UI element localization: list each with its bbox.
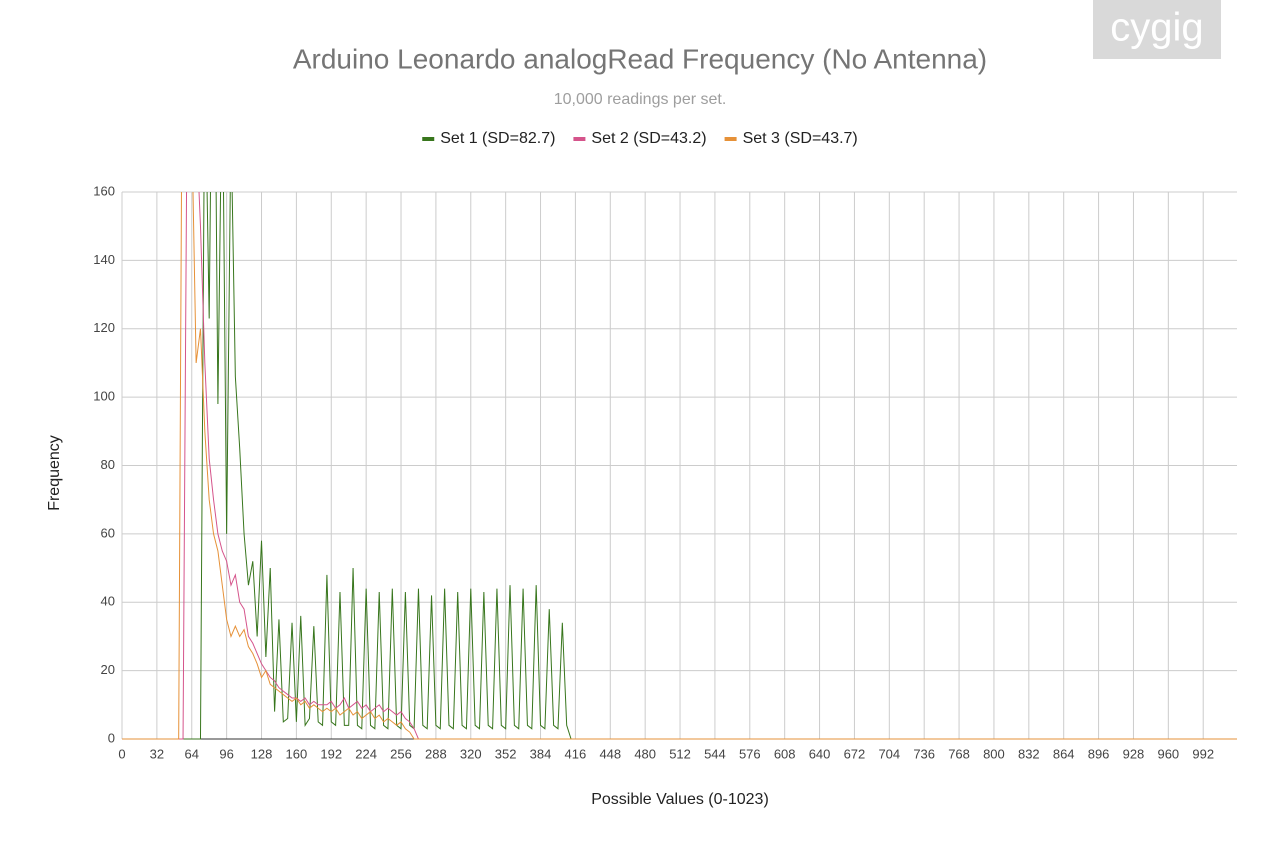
y-tick-label: 0 [108, 730, 115, 745]
x-tick-label: 704 [878, 746, 900, 761]
series-line [122, 192, 1237, 740]
chart-title: Arduino Leonardo analogRead Frequency (N… [293, 43, 987, 74]
x-tick-label: 608 [774, 746, 796, 761]
series-line [122, 192, 1237, 740]
x-tick-label: 0 [118, 746, 125, 761]
x-tick-label: 480 [634, 746, 656, 761]
y-tick-label: 160 [93, 183, 115, 198]
series-line [122, 192, 1237, 740]
y-tick-label: 40 [101, 594, 115, 609]
y-tick-label: 20 [101, 662, 115, 677]
y-axis-label: Frequency [46, 435, 63, 511]
legend-label: Set 1 (SD=82.7) [440, 130, 555, 147]
x-tick-label: 384 [530, 746, 552, 761]
x-tick-label: 288 [425, 746, 447, 761]
x-tick-label: 160 [286, 746, 308, 761]
x-tick-label: 192 [320, 746, 342, 761]
x-tick-label: 832 [1018, 746, 1040, 761]
y-tick-label: 120 [93, 320, 115, 335]
x-tick-label: 864 [1053, 746, 1075, 761]
x-tick-label: 256 [390, 746, 412, 761]
x-tick-label: 672 [844, 746, 866, 761]
x-tick-label: 96 [219, 746, 233, 761]
legend-label: Set 3 (SD=43.7) [743, 130, 858, 147]
x-tick-label: 992 [1192, 746, 1214, 761]
x-axis-label: Possible Values (0-1023) [591, 791, 769, 808]
legend-label: Set 2 (SD=43.2) [591, 130, 706, 147]
x-tick-label: 800 [983, 746, 1005, 761]
x-tick-label: 896 [1088, 746, 1110, 761]
y-tick-label: 100 [93, 389, 115, 404]
x-tick-label: 352 [495, 746, 517, 761]
x-tick-label: 64 [185, 746, 199, 761]
watermark: cygig [1110, 6, 1203, 50]
legend-swatch [573, 137, 586, 141]
x-tick-label: 768 [948, 746, 970, 761]
legend-swatch [724, 137, 737, 141]
x-tick-label: 576 [739, 746, 761, 761]
x-tick-label: 128 [251, 746, 273, 761]
x-tick-label: 224 [355, 746, 377, 761]
x-tick-label: 736 [913, 746, 935, 761]
x-tick-label: 320 [460, 746, 482, 761]
x-tick-label: 448 [599, 746, 621, 761]
x-tick-label: 544 [704, 746, 726, 761]
y-tick-label: 60 [101, 525, 115, 540]
y-tick-label: 80 [101, 457, 115, 472]
x-tick-label: 512 [669, 746, 691, 761]
legend: Set 1 (SD=82.7) Set 2 (SD=43.2) Set 3 (SD=… [422, 130, 858, 147]
watermark-box [1093, 0, 1221, 59]
chart-subtitle: 10,000 readings per set. [554, 91, 727, 108]
x-tick-label: 640 [809, 746, 831, 761]
y-tick-label: 140 [93, 252, 115, 267]
x-tick-label: 960 [1157, 746, 1179, 761]
legend-swatch [422, 137, 435, 141]
x-tick-label: 928 [1123, 746, 1145, 761]
x-tick-label: 32 [150, 746, 164, 761]
x-tick-label: 416 [565, 746, 587, 761]
